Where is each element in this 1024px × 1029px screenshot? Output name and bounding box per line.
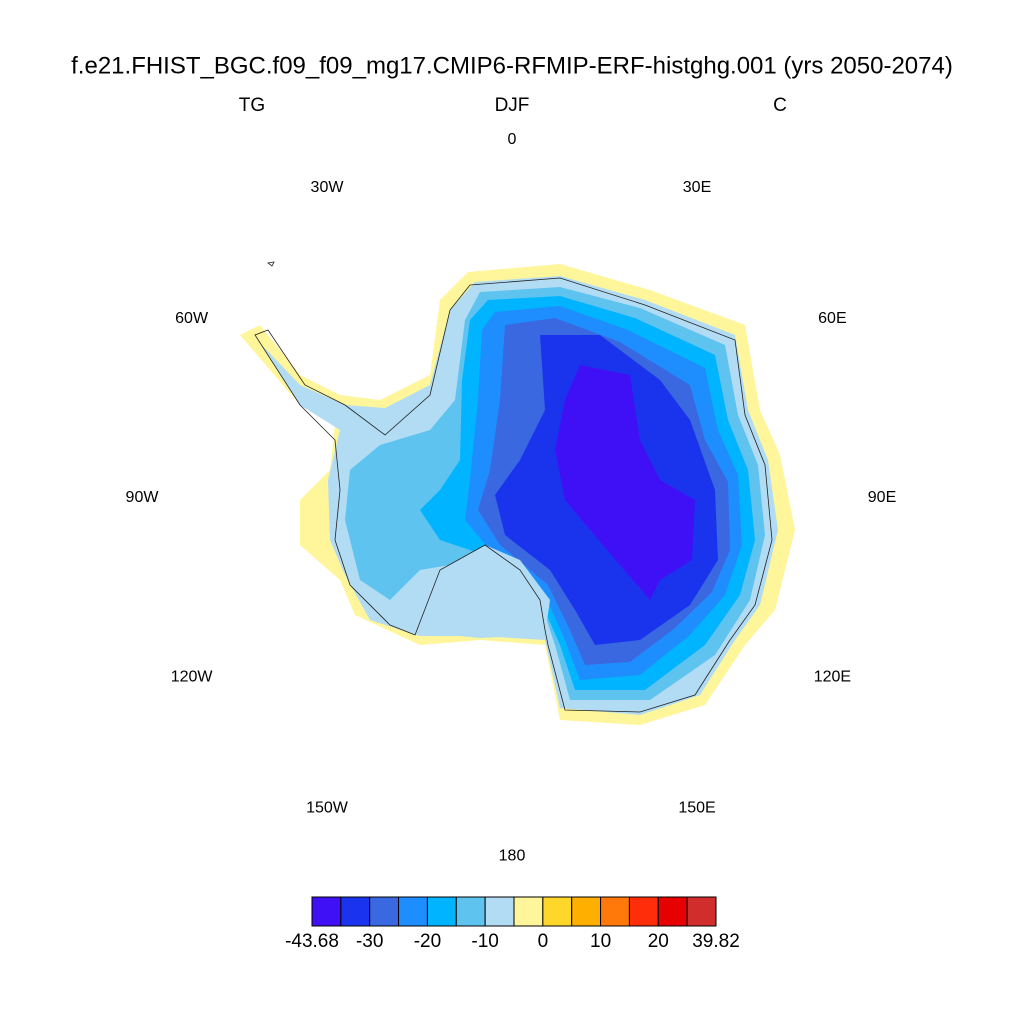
longitude-label: 30E	[683, 179, 711, 196]
coastline	[254, 277, 773, 713]
longitude-label: 60E	[818, 310, 846, 327]
colorbar-label: 39.82	[692, 931, 740, 952]
colorbar-box	[311, 896, 342, 927]
colorbar-box	[426, 896, 457, 927]
colorbar-box	[513, 896, 544, 927]
colorbar-box	[455, 896, 486, 927]
longitude-label: 120W	[171, 668, 214, 685]
colorbar-label: 0	[538, 931, 549, 952]
colorbar-label: 10	[590, 931, 611, 952]
colorbar-label: -43.68	[285, 931, 339, 952]
longitude-label: 150W	[306, 799, 349, 816]
colorbar-box	[340, 896, 371, 927]
colorbar-box	[571, 896, 602, 927]
subtitle-left: TG	[239, 95, 265, 116]
longitude-label: 150E	[678, 799, 715, 816]
title: f.e21.FHIST_BGC.f09_f09_mg17.CMIP6-RFMIP…	[71, 52, 953, 79]
colorbar-box	[542, 896, 573, 927]
colorbar-box	[686, 896, 717, 927]
region	[555, 365, 695, 600]
longitude-label: 120E	[814, 668, 851, 685]
colorbar-box	[657, 896, 688, 927]
antarctica-field	[240, 261, 795, 725]
subtitle-right: C	[773, 95, 787, 116]
colorbar-label: -20	[414, 931, 441, 952]
longitude-label: 90E	[868, 489, 896, 506]
longitude-label: 0	[508, 131, 517, 148]
island	[267, 261, 275, 267]
longitude-label: 60W	[175, 310, 209, 327]
colorbar-box	[369, 896, 400, 927]
colorbar-label: 20	[648, 931, 669, 952]
colorbar-label: -30	[356, 931, 383, 952]
longitude-label: 180	[499, 847, 526, 864]
colorbar: -43.68 -30 -20 -10 0 10 20 39.82	[285, 896, 740, 952]
longitude-labels: 0 30E 60E 90E 120E 150E 180 150W 120W 90W 60W 30W	[126, 131, 897, 864]
subtitle-center: DJF	[495, 95, 530, 116]
longitude-label: 30W	[311, 179, 345, 196]
longitude-label: 90W	[126, 489, 160, 506]
colorbar-box	[484, 896, 515, 927]
colorbar-box	[600, 896, 630, 927]
colorbar-box	[398, 896, 428, 927]
ice-shelf	[410, 545, 550, 638]
colorbar-label: -10	[471, 931, 498, 952]
colorbar-box	[628, 896, 659, 927]
